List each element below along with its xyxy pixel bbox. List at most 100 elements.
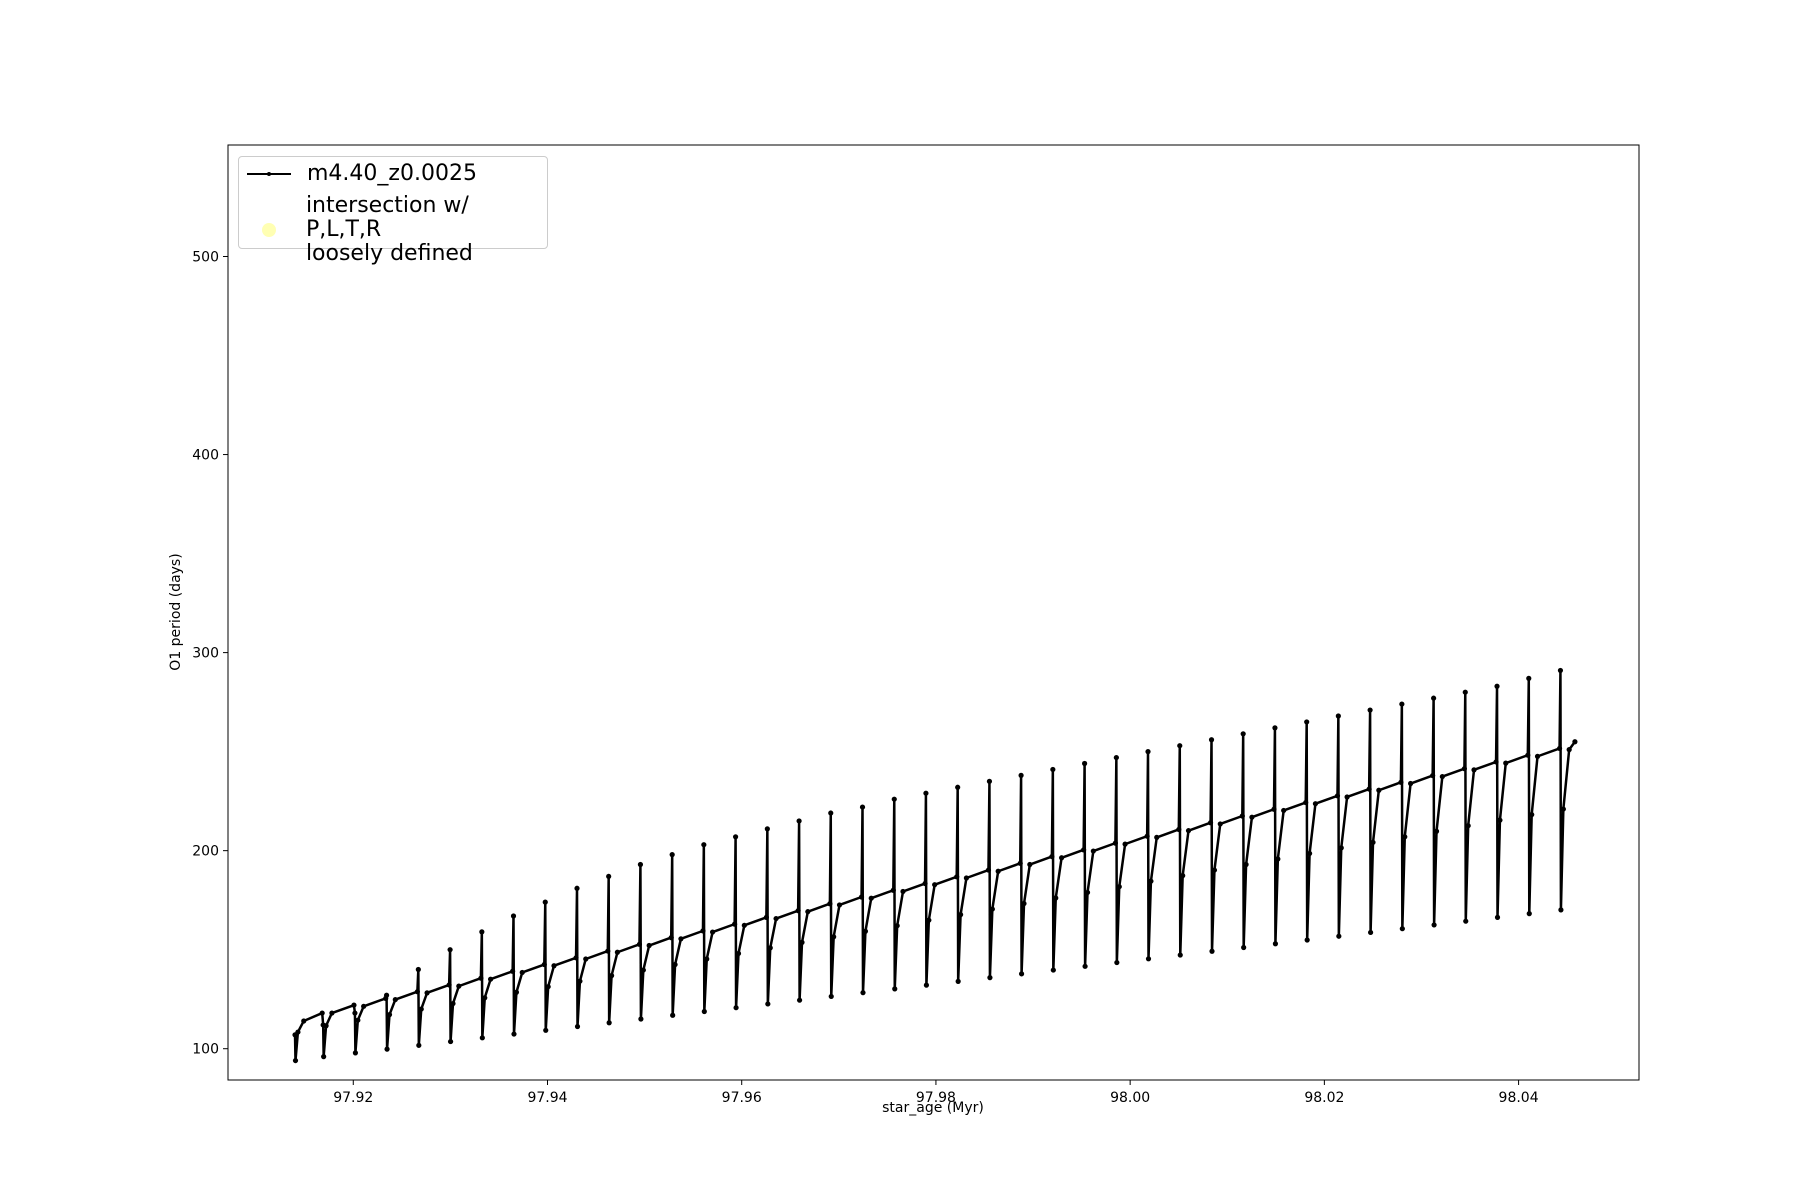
data-point	[1027, 861, 1033, 868]
data-point	[487, 976, 494, 982]
data-point	[963, 875, 970, 881]
data-point	[446, 982, 452, 988]
data-point	[891, 796, 897, 802]
series-line	[293, 669, 1576, 1062]
data-point	[1275, 856, 1281, 862]
data-point	[894, 923, 900, 929]
data-point	[926, 917, 932, 923]
data-point	[932, 882, 938, 888]
data-point	[1177, 743, 1183, 749]
data-point	[1082, 760, 1088, 767]
data-point	[606, 873, 612, 880]
data-point	[355, 1017, 361, 1023]
data-point	[828, 810, 834, 816]
data-point	[545, 984, 551, 990]
data-point	[519, 969, 525, 976]
data-point	[1494, 914, 1501, 920]
data-point	[637, 861, 644, 868]
data-point	[478, 975, 484, 981]
data-point	[1145, 956, 1152, 962]
data-point	[1525, 752, 1531, 758]
data-point	[1154, 834, 1160, 840]
data-point	[1185, 828, 1192, 834]
data-point	[836, 902, 843, 908]
data-point	[1017, 860, 1023, 866]
data-point	[1303, 799, 1309, 806]
data-point	[1367, 707, 1373, 713]
data-point	[511, 1031, 517, 1037]
data-point	[513, 989, 520, 995]
data-point	[541, 961, 547, 968]
data-point	[735, 950, 742, 957]
data-point	[424, 990, 430, 996]
data-point	[1281, 807, 1287, 814]
data-point	[482, 995, 488, 1001]
data-point	[1402, 834, 1408, 840]
data-point	[831, 934, 837, 940]
data-point	[827, 901, 833, 907]
data-point	[1334, 793, 1341, 799]
data-point	[669, 852, 675, 858]
data-point	[704, 956, 710, 962]
data-point	[1116, 884, 1122, 890]
data-point	[795, 908, 801, 914]
data-point	[1084, 889, 1091, 896]
data-point	[1529, 812, 1535, 818]
data-point	[1176, 826, 1182, 833]
data-point	[1312, 801, 1319, 807]
legend-entry: intersection w/ P,L,T,R loosely defined	[239, 194, 547, 266]
data-point	[764, 826, 770, 832]
data-point	[1122, 841, 1128, 847]
y-tick-label: 100	[192, 1042, 219, 1058]
data-point	[1376, 787, 1382, 793]
data-point	[1021, 900, 1027, 907]
data-point	[1366, 786, 1372, 792]
data-point	[805, 909, 811, 915]
data-point	[510, 968, 516, 974]
data-point	[701, 842, 707, 848]
data-point	[292, 1057, 299, 1064]
data-point	[1398, 779, 1404, 785]
data-point	[989, 906, 995, 912]
data-point	[1558, 907, 1564, 913]
data-point	[859, 804, 866, 810]
data-point	[987, 975, 993, 981]
data-point	[858, 894, 865, 900]
data-point	[763, 914, 769, 920]
data-point	[352, 1010, 358, 1016]
data-point	[1217, 821, 1223, 827]
data-point	[646, 942, 652, 949]
data-point	[1534, 753, 1541, 759]
data-point	[986, 778, 993, 784]
data-point	[1471, 767, 1477, 773]
data-point	[954, 874, 960, 880]
data-point	[1399, 926, 1405, 932]
data-point	[1239, 813, 1245, 819]
data-point	[1494, 683, 1500, 689]
data-point	[860, 990, 866, 996]
data-point	[1018, 772, 1024, 778]
data-point	[923, 790, 929, 796]
data-point	[1433, 828, 1440, 834]
data-point	[1526, 675, 1532, 681]
data-point	[1081, 847, 1087, 853]
data-point	[416, 1042, 422, 1048]
data-point	[510, 913, 517, 919]
data-point	[329, 1010, 335, 1016]
data-point	[741, 922, 747, 928]
data-point	[1461, 766, 1467, 772]
data-point	[577, 978, 583, 984]
data-point	[574, 885, 580, 891]
data-point	[796, 818, 802, 824]
data-point	[1407, 780, 1414, 787]
data-point	[1526, 911, 1532, 917]
data-point	[1307, 850, 1313, 857]
plot-frame	[227, 144, 1640, 1081]
data-point	[1367, 929, 1374, 936]
legend-marker	[267, 172, 271, 176]
data-point	[767, 945, 773, 951]
data-point	[1272, 725, 1278, 731]
legend-label: m4.40_z0.0025	[307, 161, 477, 186]
x-tick-label: 97.92	[333, 1090, 373, 1106]
